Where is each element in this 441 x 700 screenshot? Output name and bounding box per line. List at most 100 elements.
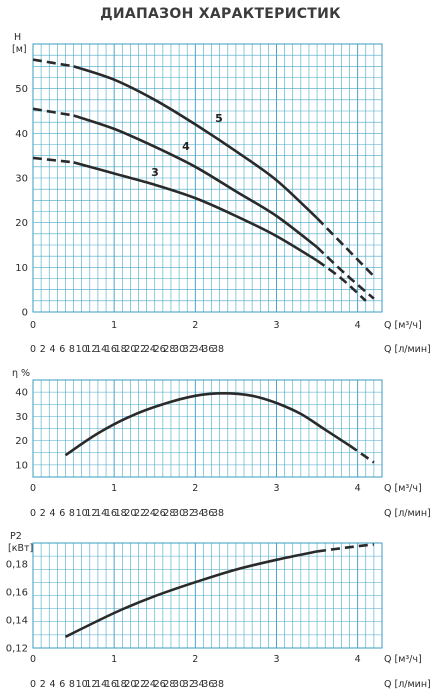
x-tick-label: 4 (355, 483, 361, 494)
series-power-dashed-end (316, 543, 375, 553)
x2-tick-label: 6 (59, 679, 65, 690)
x2-tick-label: 32 (183, 344, 195, 355)
y-axis-label: P2 (10, 531, 22, 542)
x2-tick-label: 0 (30, 344, 36, 355)
x-tick-label: 4 (355, 654, 361, 665)
x2-tick-label: 26 (154, 344, 166, 355)
x2-tick-label: 36 (202, 344, 214, 355)
x2-tick-label: 20 (124, 679, 136, 690)
x-tick-label: 0 (30, 483, 36, 494)
x2-tick-label: 28 (163, 679, 175, 690)
x2-tick-label: 8 (69, 508, 75, 519)
x2-tick-label: 28 (163, 508, 175, 519)
x2-tick-label: 18 (115, 344, 127, 355)
y-tick-label: 0,16 (6, 588, 28, 599)
x2-tick-label: 8 (69, 679, 75, 690)
series-4-line (73, 114, 318, 249)
x2-tick-label: 26 (154, 679, 166, 690)
x-tick-label: 1 (111, 320, 117, 331)
x2-tick-label: 24 (144, 344, 156, 355)
x2-tick-label: 20 (124, 508, 136, 519)
x2-tick-label: 14 (95, 508, 107, 519)
x2-tick-label: 6 (59, 508, 65, 519)
series-efficiency-line (64, 391, 351, 457)
x-tick-label: 2 (192, 654, 198, 665)
x2-tick-label: 10 (76, 344, 88, 355)
x-tick-label: 2 (192, 483, 198, 494)
y-tick-label: 30 (15, 412, 28, 423)
x-tick-label: 0 (30, 654, 36, 665)
grid-efficiency (32, 379, 383, 478)
y-axis-unit: [м] (12, 44, 27, 55)
plot-frame (32, 542, 383, 649)
x2-tick-label: 22 (134, 508, 146, 519)
x2-tick-label: 30 (173, 344, 185, 355)
x2-tick-label: 38 (212, 679, 224, 690)
grid-head (32, 43, 383, 313)
y-tick-label: 10 (15, 460, 28, 471)
y-tick-label: 0,18 (6, 560, 28, 571)
x2-tick-label: 24 (144, 679, 156, 690)
x2-tick-label: 34 (193, 508, 205, 519)
series-power-line (64, 550, 318, 638)
x2-tick-label: 4 (49, 679, 55, 690)
x-tick-label: 0 (30, 320, 36, 331)
series-4-dashed-start (32, 107, 74, 117)
x-axis-label-m3h: Q [м³/ч] (384, 320, 422, 331)
x2-tick-label: 10 (76, 508, 88, 519)
series-4-dashed-end (316, 246, 375, 300)
x2-tick-label: 34 (193, 344, 205, 355)
series-label-3: 3 (151, 166, 159, 179)
y-tick-label: 40 (15, 388, 28, 399)
series-3-dashed-start (32, 156, 74, 164)
y-tick-label: 30 (15, 174, 28, 185)
x2-tick-label: 30 (173, 679, 185, 690)
x2-tick-label: 12 (85, 508, 97, 519)
series-5-dashed-start (32, 58, 74, 68)
x-tick-label: 3 (273, 483, 279, 494)
x2-tick-label: 16 (105, 344, 117, 355)
x-tick-label: 3 (273, 320, 279, 331)
series-efficiency-dashed-end (348, 444, 375, 464)
x-tick-label: 2 (192, 320, 198, 331)
y-tick-label: 0 (22, 308, 28, 319)
x-tick-label: 3 (273, 654, 279, 665)
x2-tick-label: 20 (124, 344, 136, 355)
x2-tick-label: 26 (154, 508, 166, 519)
x-axis-label-m3h: Q [м³/ч] (384, 654, 422, 665)
y-tick-label: 0,12 (6, 644, 28, 655)
x2-tick-label: 18 (115, 679, 127, 690)
y-tick-label: 40 (15, 129, 28, 140)
x-axis-label-lmin: Q [л/мин] (384, 344, 431, 355)
x2-tick-label: 34 (193, 679, 205, 690)
x-tick-label: 1 (111, 483, 117, 494)
x2-tick-label: 22 (134, 679, 146, 690)
x2-tick-label: 16 (105, 679, 117, 690)
x-axis-label-lmin: Q [л/мин] (384, 508, 431, 519)
x2-tick-label: 0 (30, 679, 36, 690)
x2-tick-label: 38 (212, 344, 224, 355)
series-3-line (73, 161, 318, 262)
y-tick-label: 20 (15, 218, 28, 229)
plot-frame (32, 379, 383, 478)
x2-tick-label: 12 (85, 679, 97, 690)
x2-tick-label: 0 (30, 508, 36, 519)
x2-tick-label: 4 (49, 344, 55, 355)
series-5-line (73, 65, 318, 220)
plot-frame (32, 43, 383, 313)
y-axis-unit: [кВт] (8, 543, 33, 554)
series-5-dashed-end (316, 217, 375, 278)
x2-tick-label: 18 (115, 508, 127, 519)
grid-power (32, 542, 383, 649)
x2-tick-label: 2 (40, 344, 46, 355)
x2-tick-label: 14 (95, 344, 107, 355)
series-3-dashed-end (316, 259, 367, 302)
series-label-5: 5 (215, 112, 223, 125)
x-tick-label: 4 (355, 320, 361, 331)
y-tick-label: 20 (15, 436, 28, 447)
series-label-4: 4 (182, 140, 190, 153)
x2-tick-label: 10 (76, 679, 88, 690)
x2-tick-label: 24 (144, 508, 156, 519)
y-axis-label: H (14, 32, 21, 43)
